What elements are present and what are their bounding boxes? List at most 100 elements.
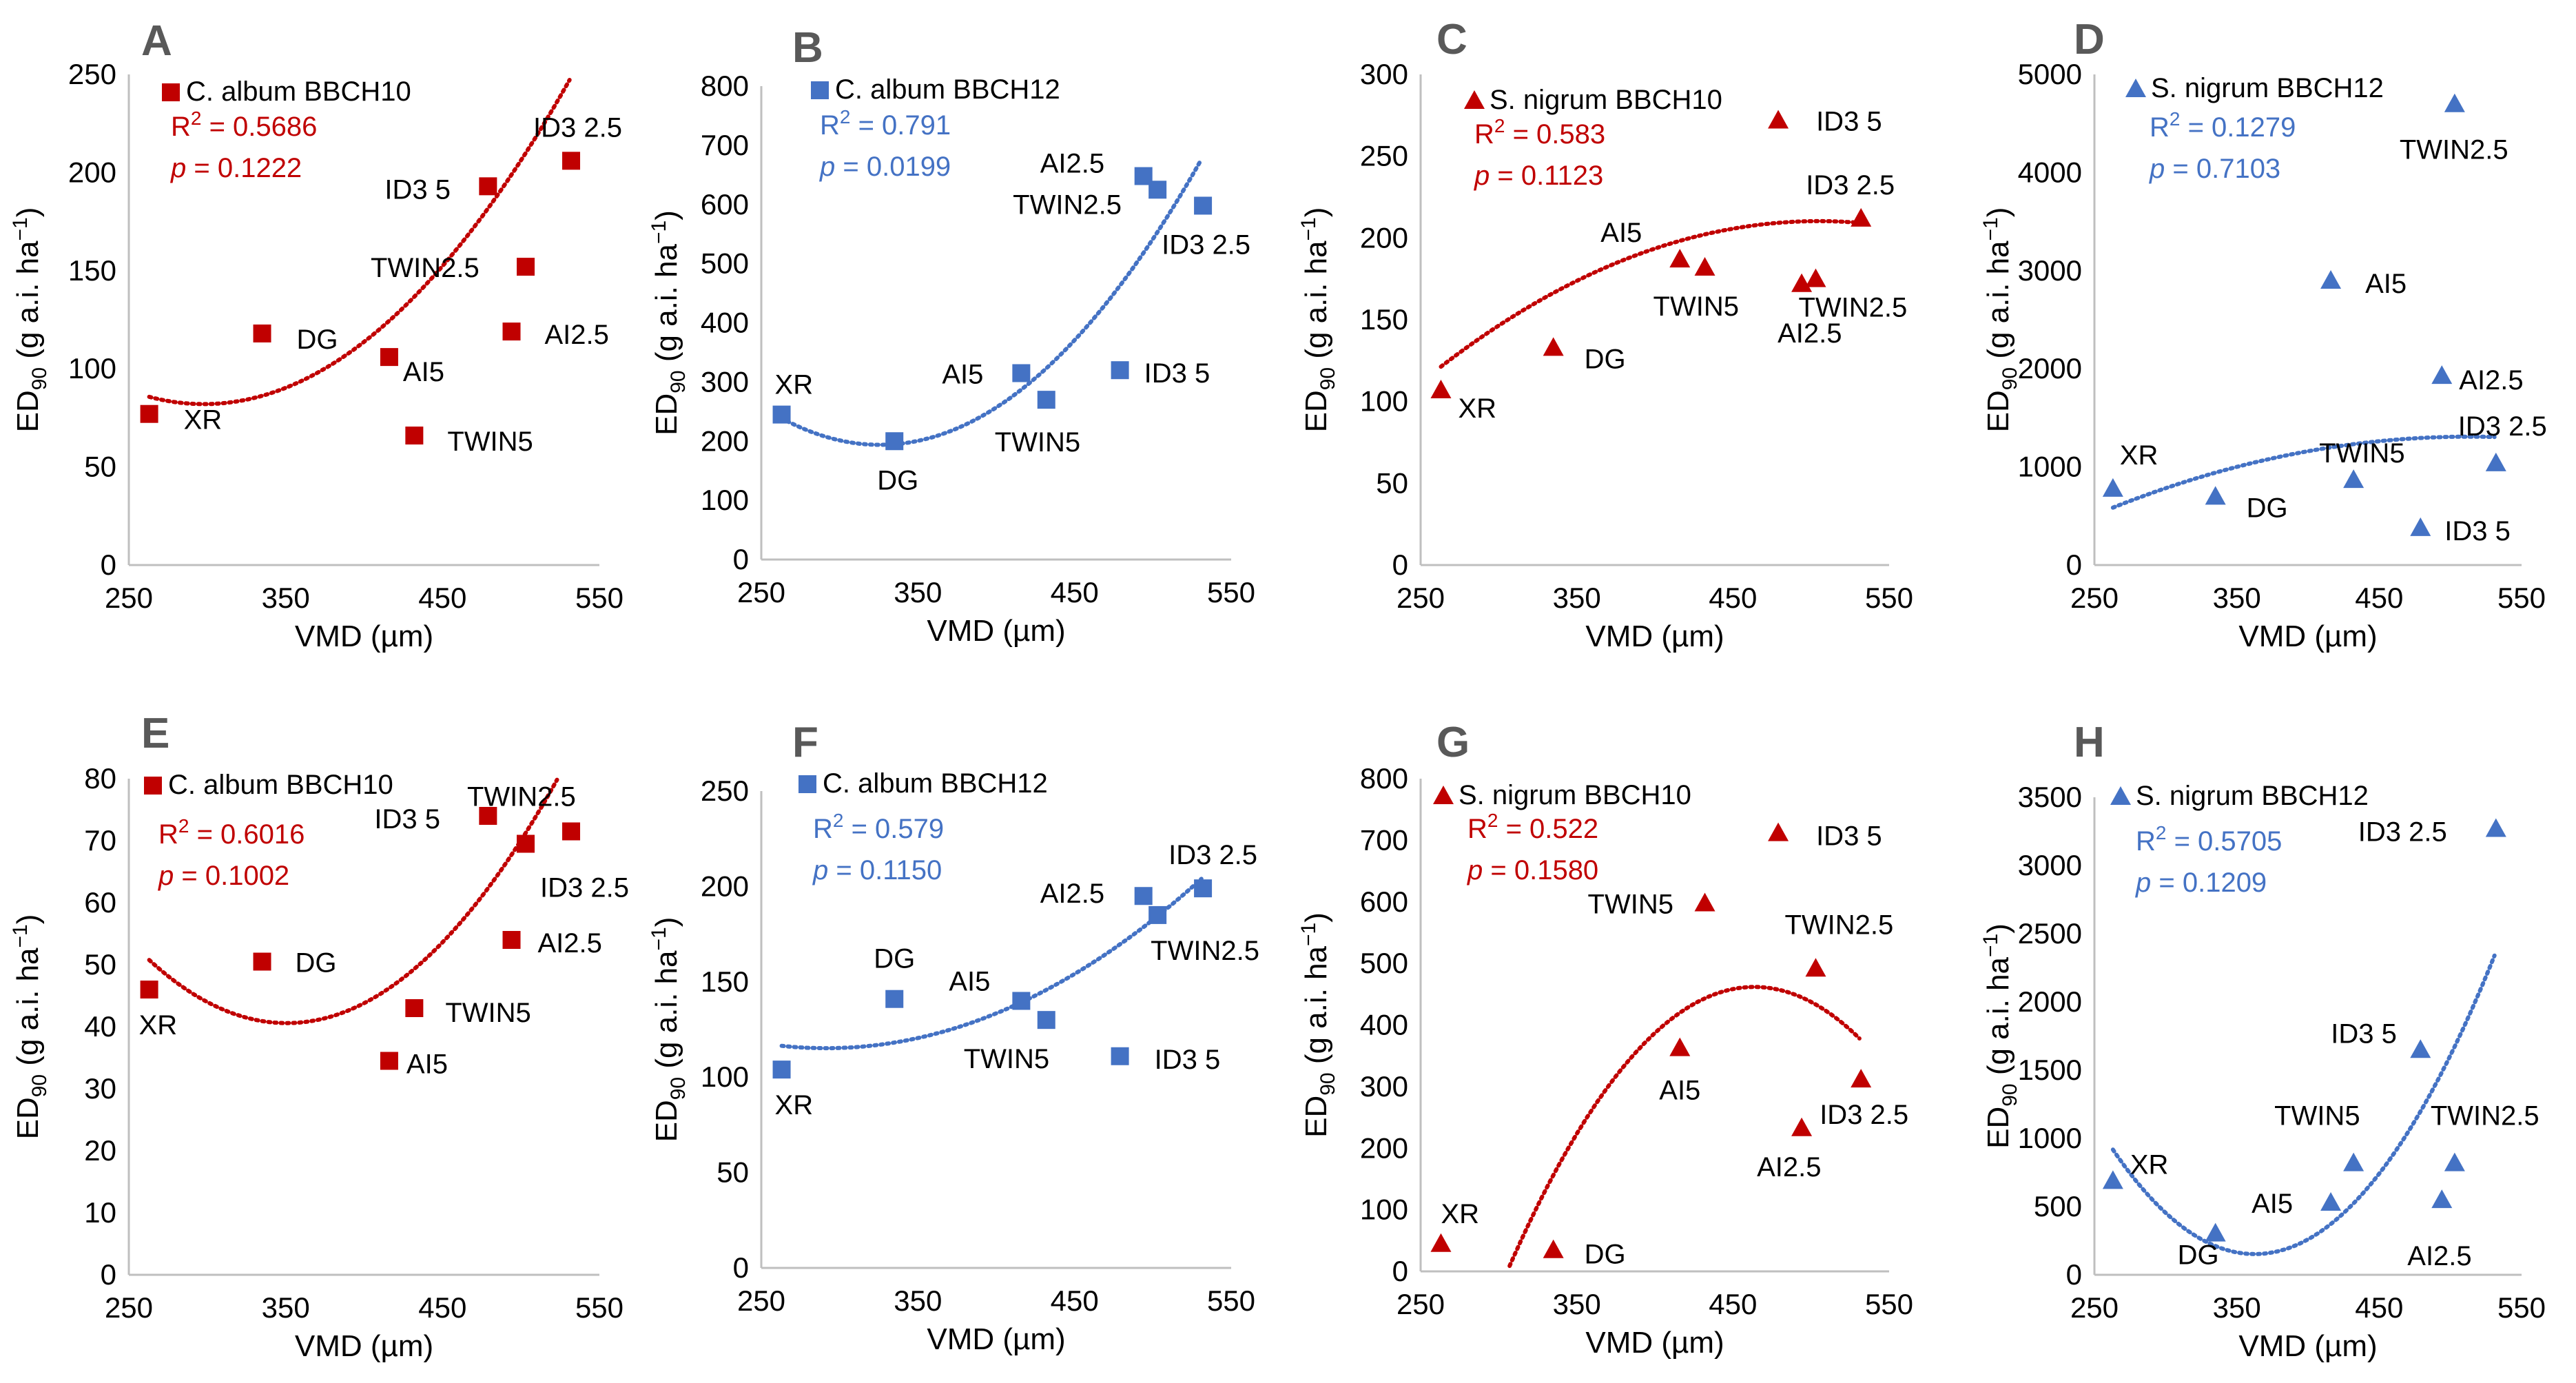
data-point-label: ID3 2.5 (2458, 411, 2547, 442)
data-point-label: AI2.5 (2459, 365, 2523, 396)
x-tick-label: 450 (1709, 1288, 1757, 1320)
y-tick-label: 10 (84, 1196, 116, 1229)
data-point (253, 952, 271, 971)
y-tick-label: 50 (717, 1156, 749, 1189)
y-axis-title: ED90 (g a.i. ha−1) (648, 210, 690, 436)
data-point-label: AI2.5 (2407, 1241, 2471, 1271)
y-tick-label: 700 (701, 129, 749, 161)
data-point-label: TWIN2.5 (467, 782, 576, 812)
data-point-label: ID3 5 (1144, 358, 1210, 389)
r-squared-label: R2 = 0.579 (813, 810, 944, 844)
data-point-label: ID3 2.5 (1168, 840, 1257, 870)
p-value-label: p = 0.1002 (158, 861, 289, 891)
data-point-label: ID3 2.5 (533, 112, 622, 143)
data-point (1430, 1233, 1452, 1252)
data-point-label: AI2.5 (1040, 149, 1104, 179)
panel-letter: A (141, 17, 172, 65)
y-tick-label: 100 (701, 484, 749, 516)
panel-letter: C (1436, 16, 1467, 63)
legend-label: C. album BBCH12 (823, 768, 1048, 799)
x-tick-label: 350 (894, 576, 942, 608)
r-squared-label: R2 = 0.1279 (2150, 108, 2296, 143)
panel-letter: G (1436, 719, 1470, 766)
x-tick-label: 350 (1553, 582, 1601, 614)
data-point-label: ID3 5 (2331, 1018, 2397, 1049)
y-tick-label: 2000 (2018, 985, 2082, 1018)
panel-letter: H (2074, 719, 2105, 766)
x-tick-label: 250 (1397, 1288, 1445, 1320)
data-point (1111, 361, 1129, 380)
y-tick-label: 70 (84, 824, 116, 857)
data-point (2320, 270, 2342, 289)
data-point-label: DG (297, 325, 338, 355)
data-point (2444, 1152, 2465, 1171)
p-value-label: p = 0.7103 (2149, 154, 2280, 184)
data-point (2485, 818, 2506, 837)
y-tick-label: 0 (1392, 1255, 1408, 1287)
y-tick-label: 200 (701, 870, 749, 902)
data-point (1694, 257, 1715, 276)
x-tick-label: 450 (2355, 582, 2403, 614)
y-tick-label: 80 (84, 762, 116, 795)
y-tick-label: 0 (101, 1258, 116, 1291)
legend-marker (811, 81, 829, 99)
trend-line (147, 777, 559, 1025)
data-point (885, 432, 904, 451)
data-point-label: ID3 5 (1816, 106, 1882, 136)
y-tick-label: 0 (733, 1251, 749, 1284)
r-squared-label: R2 = 0.5686 (171, 107, 317, 142)
data-point (516, 834, 535, 853)
data-point-label: AI2.5 (545, 320, 609, 350)
legend-label: S. nigrum BBCH10 (1490, 85, 1722, 115)
y-tick-label: 50 (84, 451, 116, 483)
data-point (2410, 1039, 2431, 1058)
y-tick-label: 50 (84, 948, 116, 981)
data-point-label: TWIN5 (2319, 438, 2404, 469)
y-tick-label: 0 (733, 543, 749, 575)
data-point-label: XR (2120, 440, 2158, 471)
y-tick-label: 500 (1360, 947, 1408, 979)
trend-line (147, 78, 572, 407)
legend-label: S. nigrum BBCH12 (2151, 73, 2384, 103)
y-axis-title: ED90 (g a.i. ha−1) (1297, 207, 1339, 433)
panel-c: C 0 50 100 150 200 250 300 250 350 450 550 VMD (µm) E… (1297, 16, 1913, 653)
x-tick-label: 450 (1051, 576, 1099, 608)
p-value-label: p = 0.1209 (2135, 868, 2267, 898)
legend-label: S. nigrum BBCH10 (1459, 780, 1691, 810)
y-tick-label: 100 (701, 1061, 749, 1093)
data-point-label: AI2.5 (538, 928, 602, 959)
data-point-label: AI2.5 (1757, 1152, 1821, 1182)
x-tick-label: 550 (575, 582, 624, 614)
data-point-label: AI2.5 (1040, 879, 1104, 909)
data-point (405, 999, 424, 1017)
data-point (2431, 1189, 2453, 1209)
x-tick-label: 450 (1051, 1284, 1099, 1317)
data-point-label: TWIN2.5 (1784, 910, 1893, 940)
trend-line (1507, 985, 1862, 1269)
y-tick-label: 150 (701, 965, 749, 998)
p-value-label: p = 0.1580 (1467, 855, 1598, 885)
x-tick-label: 250 (105, 1291, 153, 1324)
data-point-label: AI5 (1659, 1076, 1700, 1106)
y-tick-label: 300 (1360, 58, 1408, 90)
data-point-label: TWIN2.5 (371, 253, 480, 283)
y-axis-title: ED90 (g a.i. ha−1) (9, 207, 51, 433)
r-squared-label: R2 = 0.6016 (158, 815, 305, 850)
panel-f: F 0 50 100 150 200 250 250 350 450 550 VMD (µm) ED90… (648, 719, 1259, 1356)
data-point (772, 1061, 791, 1079)
data-point (2343, 1152, 2364, 1171)
data-point-label: TWIN5 (1653, 291, 1739, 322)
x-tick-label: 350 (262, 582, 310, 614)
y-axis-title: ED90 (g a.i. ha−1) (1979, 207, 2021, 433)
data-point (2485, 452, 2506, 471)
data-point (1805, 958, 1826, 977)
trend-line (2110, 953, 2497, 1256)
x-axis-title: VMD (µm) (2238, 619, 2377, 653)
y-axis-title: ED90 (g a.i. ha−1) (9, 914, 51, 1140)
legend-marker (1433, 786, 1454, 804)
data-point (2431, 365, 2453, 385)
legend-marker (162, 83, 180, 101)
data-point-label: AI5 (949, 966, 990, 996)
p-value-label: p = 0.0199 (819, 152, 951, 182)
